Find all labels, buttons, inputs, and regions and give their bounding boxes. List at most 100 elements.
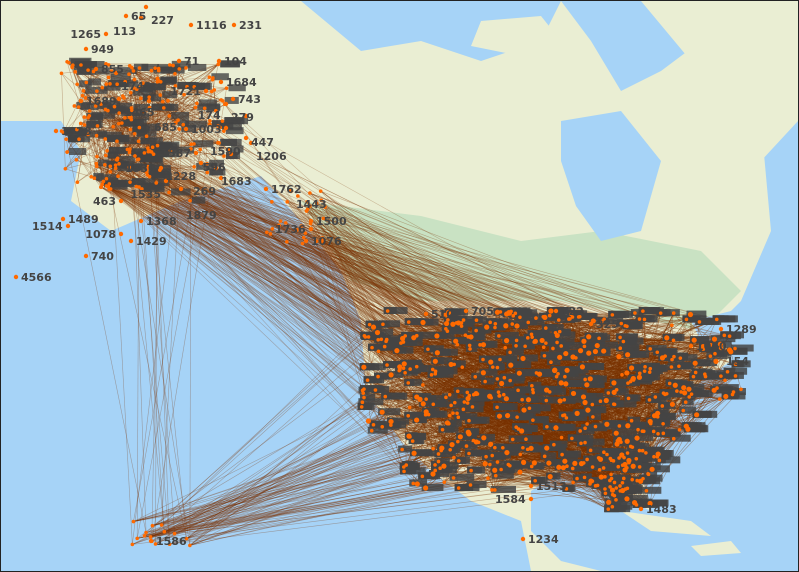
route-edge (129, 148, 457, 324)
route-edge (105, 63, 133, 545)
airport-node[interactable] (160, 99, 165, 104)
route-edge (189, 466, 532, 546)
route-edge (147, 174, 562, 384)
airport-node[interactable] (84, 80, 89, 85)
airport-node[interactable] (137, 66, 142, 70)
route-edge (324, 206, 387, 342)
airport-node[interactable] (136, 139, 141, 144)
route-edge (149, 176, 417, 398)
airport-node[interactable] (155, 143, 160, 148)
airport-node[interactable] (166, 99, 170, 103)
airport-node[interactable] (72, 104, 77, 108)
airport-node[interactable] (117, 111, 121, 115)
route-edge (116, 159, 568, 371)
route-edge (121, 122, 150, 151)
route-edge (320, 190, 643, 432)
route-edge (109, 188, 521, 455)
route-edge (101, 186, 556, 334)
airport-node[interactable] (150, 145, 155, 150)
airport-node[interactable] (167, 114, 172, 118)
airport-node[interactable] (115, 139, 119, 143)
route-edge (129, 65, 441, 469)
route-edge (169, 462, 549, 545)
route-edge (147, 166, 518, 418)
route-edge (137, 457, 625, 539)
route-edge (141, 188, 721, 345)
airport-node[interactable] (95, 89, 99, 93)
airport-node[interactable] (73, 70, 77, 74)
route-edge (161, 336, 369, 526)
airport-node[interactable] (100, 85, 105, 90)
route-edge (144, 152, 491, 363)
route-edge (101, 184, 365, 368)
airport-node[interactable] (210, 77, 215, 82)
airport-node[interactable] (103, 107, 108, 112)
airport-node[interactable] (94, 133, 99, 138)
route-edge (108, 186, 496, 476)
route-edge (147, 174, 578, 479)
airport-node[interactable] (158, 93, 163, 97)
airport-node[interactable] (167, 63, 172, 67)
airport-node[interactable] (216, 140, 220, 145)
route-edge (285, 222, 368, 381)
label-glyph-block (595, 334, 611, 342)
airport-node[interactable] (86, 68, 90, 72)
airport-node[interactable] (75, 180, 80, 184)
route-edge (141, 188, 165, 532)
airport-node[interactable] (212, 88, 217, 92)
route-edge (129, 65, 624, 342)
route-edge (323, 218, 687, 320)
airport-node[interactable] (161, 106, 166, 110)
route-edge (129, 148, 402, 344)
route-edge (146, 171, 534, 393)
route-edge (110, 171, 558, 343)
route-edge (102, 184, 509, 313)
airport-node[interactable] (63, 166, 68, 171)
airport-node[interactable] (198, 147, 203, 152)
airport-node[interactable] (177, 67, 182, 71)
airport-node[interactable] (80, 93, 85, 98)
route-edge (96, 163, 469, 399)
label-glyph-block (90, 130, 108, 138)
route-edge (151, 339, 382, 542)
airport-node[interactable] (136, 157, 141, 162)
airport-node[interactable] (127, 72, 131, 77)
airport-node[interactable] (67, 60, 71, 65)
arctic-island (471, 16, 561, 56)
route-edge (174, 480, 592, 535)
airport-node[interactable] (59, 71, 64, 76)
airport-node[interactable] (177, 127, 182, 131)
airport-node[interactable] (195, 101, 199, 106)
route-edge (101, 186, 385, 347)
airport-node[interactable] (75, 82, 79, 87)
airport-node[interactable] (153, 66, 157, 70)
label-glyph-block (88, 78, 102, 86)
airport-node[interactable] (144, 134, 149, 138)
airport-node[interactable] (181, 122, 186, 127)
route-edge (127, 149, 462, 324)
route-edge (109, 188, 373, 348)
route-edge (101, 186, 424, 323)
route-edge (137, 481, 445, 539)
route-edge (301, 225, 674, 314)
airport-node[interactable] (104, 176, 109, 181)
airport-node[interactable] (192, 165, 196, 169)
route-edge (129, 181, 563, 416)
airport-node[interactable] (82, 115, 87, 119)
airport-node[interactable] (87, 109, 92, 113)
route-edge (144, 152, 398, 351)
route-edge (65, 139, 147, 533)
airport-node[interactable] (104, 82, 109, 86)
route-edge (134, 155, 426, 415)
route-edge (148, 151, 550, 393)
chukotka (1, 56, 61, 121)
route-edge (94, 177, 502, 470)
airport-node[interactable] (111, 124, 116, 129)
route-edge (91, 176, 378, 333)
airport-node[interactable] (167, 190, 171, 195)
airport-node[interactable] (193, 105, 198, 110)
airport-node[interactable] (106, 75, 111, 80)
route-edge (164, 337, 528, 532)
